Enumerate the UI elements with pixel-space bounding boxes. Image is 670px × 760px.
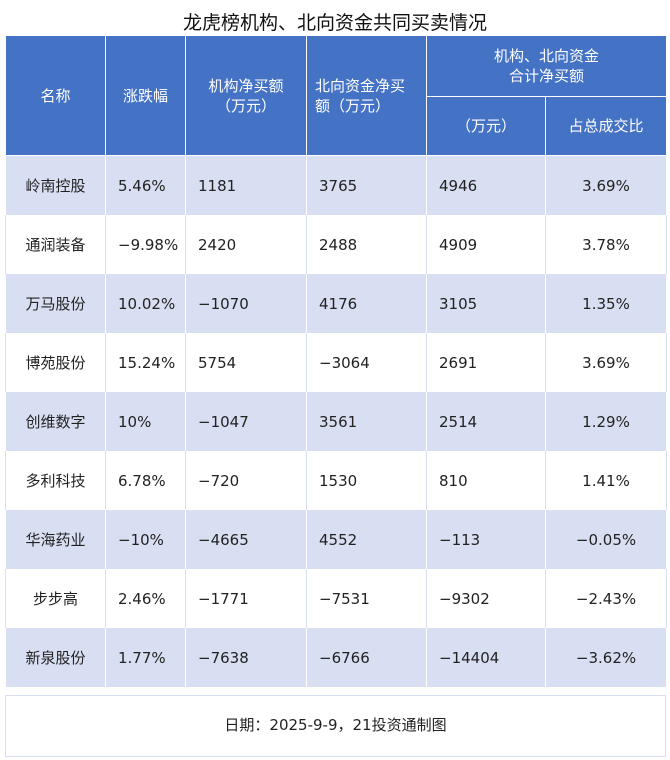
table-title: 龙虎榜机构、北向资金共同买卖情况 (182, 12, 487, 34)
cell-change: 5.46% (105, 155, 186, 215)
cell-inst: 5754 (185, 333, 307, 392)
table-row: 新泉股份 1.77% −7638 −6766 −14404 −3.62% (5, 628, 668, 687)
table-row: 创维数字 10% −1047 3561 2514 1.29% (5, 392, 668, 451)
cell-north: 3765 (306, 155, 427, 215)
cell-change: −10% (105, 510, 186, 569)
table-row: 通润装备 −9.98% 2420 2488 4909 3.78% (5, 215, 668, 274)
cell-name: 华海药业 (5, 510, 106, 569)
cell-inst: −7638 (185, 628, 307, 687)
cell-share: 3.69% (544, 333, 668, 392)
cell-combined: 3105 (426, 274, 546, 333)
cell-share: 3.69% (544, 155, 668, 215)
cell-change: −9.98% (105, 215, 186, 274)
table-row: 岭南控股 5.46% 1181 3765 4946 3.69% (5, 155, 668, 215)
cell-change: 10% (105, 392, 186, 451)
cell-name: 多利科技 (5, 451, 106, 510)
cell-name: 通润装备 (5, 215, 106, 274)
cell-combined: −113 (426, 510, 546, 569)
cell-north: −7531 (306, 569, 427, 628)
cell-share: −0.05% (544, 510, 668, 569)
cell-combined: 2514 (426, 392, 546, 451)
cell-combined: 810 (426, 451, 546, 510)
header-combined-amount: （万元） (426, 96, 546, 156)
footer-caption: 日期：2025-9-9，21投资通制图 (5, 695, 666, 757)
cell-share: −2.43% (544, 569, 668, 628)
cell-combined: −9302 (426, 569, 546, 628)
cell-north: 3561 (306, 392, 427, 451)
cell-inst: −1047 (185, 392, 307, 451)
cell-combined: 2691 (426, 333, 546, 392)
cell-inst: −1070 (185, 274, 307, 333)
table-row: 华海药业 −10% −4665 4552 −113 −0.05% (5, 510, 668, 569)
cell-change: 2.46% (105, 569, 186, 628)
cell-change: 6.78% (105, 451, 186, 510)
cell-inst: 2420 (185, 215, 307, 274)
data-table: 名称 涨跌幅 机构净买额（万元） 北向资金净买额（万元） 机构、北向资金合计净买… (5, 35, 668, 687)
table-row: 博苑股份 15.24% 5754 −3064 2691 3.69% (5, 333, 668, 392)
cell-inst: 1181 (185, 155, 307, 215)
cell-name: 步步高 (5, 569, 106, 628)
header-change: 涨跌幅 (105, 35, 186, 156)
cell-share: 3.78% (544, 215, 668, 274)
cell-share: −3.62% (544, 628, 668, 687)
cell-name: 万马股份 (5, 274, 106, 333)
cell-north: −3064 (306, 333, 427, 392)
header-name: 名称 (5, 35, 106, 156)
table-row: 步步高 2.46% −1771 −7531 −9302 −2.43% (5, 569, 668, 628)
header-north: 北向资金净买额（万元） (306, 35, 427, 156)
cell-share: 1.35% (544, 274, 668, 333)
cell-name: 创维数字 (5, 392, 106, 451)
cell-combined: −14404 (426, 628, 546, 687)
header-combined-group: 机构、北向资金合计净买额 (425, 35, 668, 97)
cell-inst: −4665 (185, 510, 307, 569)
cell-north: 1530 (306, 451, 427, 510)
cell-combined: 4909 (426, 215, 546, 274)
cell-share: 1.41% (544, 451, 668, 510)
table-row: 多利科技 6.78% −720 1530 810 1.41% (5, 451, 668, 510)
cell-north: 2488 (306, 215, 427, 274)
cell-north: 4552 (306, 510, 427, 569)
header-inst: 机构净买额（万元） (185, 35, 307, 156)
table-row: 万马股份 10.02% −1070 4176 3105 1.35% (5, 274, 668, 333)
cell-name: 博苑股份 (5, 333, 106, 392)
cell-change: 10.02% (105, 274, 186, 333)
cell-change: 15.24% (105, 333, 186, 392)
cell-change: 1.77% (105, 628, 186, 687)
cell-inst: −720 (185, 451, 307, 510)
header-share: 占总成交比 (544, 96, 668, 156)
cell-name: 岭南控股 (5, 155, 106, 215)
cell-combined: 4946 (426, 155, 546, 215)
cell-north: 4176 (306, 274, 427, 333)
cell-name: 新泉股份 (5, 628, 106, 687)
cell-inst: −1771 (185, 569, 307, 628)
cell-north: −6766 (306, 628, 427, 687)
cell-share: 1.29% (544, 392, 668, 451)
